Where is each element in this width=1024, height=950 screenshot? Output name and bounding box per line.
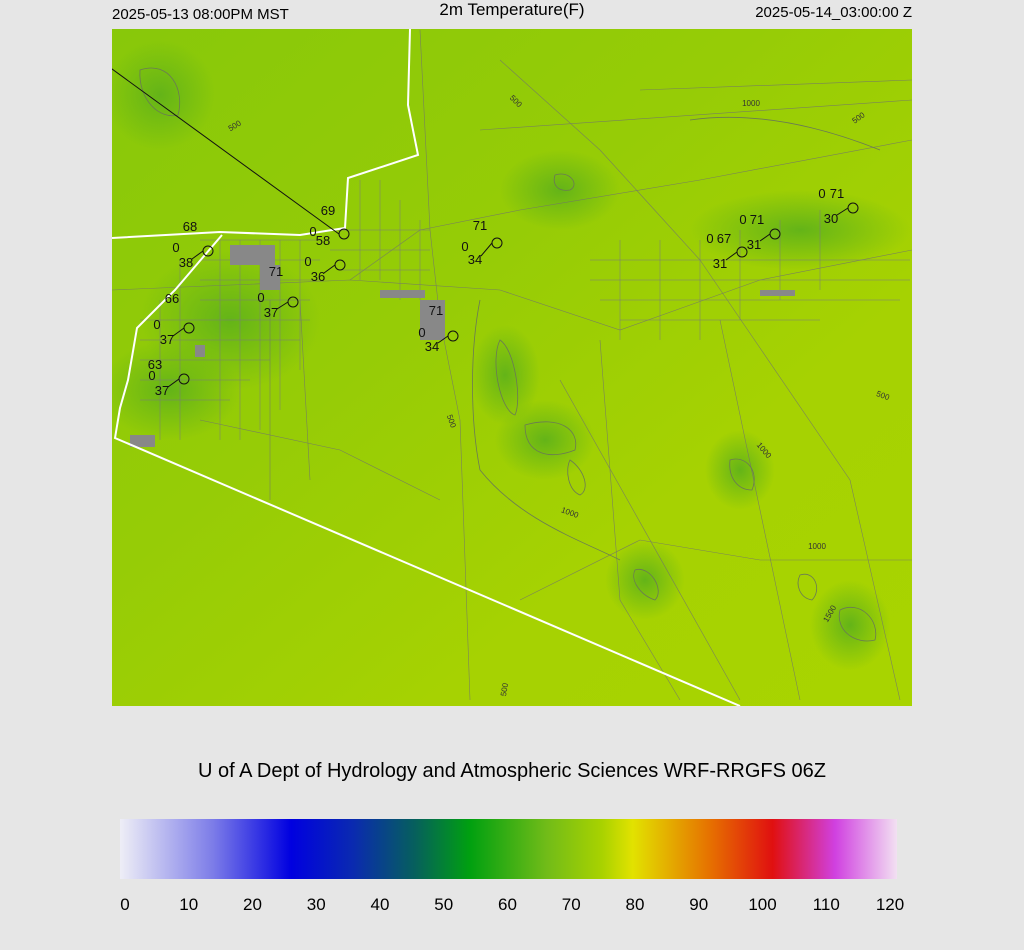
- station-staff: [112, 68, 340, 235]
- station-dewpoint: 37: [264, 305, 278, 320]
- station-wind: 0: [461, 239, 468, 254]
- station-plots: 6803869058036710376603763037710347103467…: [112, 68, 859, 398]
- color-bar: [120, 819, 897, 879]
- station-staff: [172, 327, 185, 337]
- station-temperature: 68: [183, 219, 197, 234]
- station-temperature: 63: [148, 357, 162, 372]
- urban-areas: [130, 245, 795, 447]
- color-bar-tick-label: 100: [748, 895, 776, 914]
- station-dewpoint: 36: [311, 269, 325, 284]
- station-wind: 0: [257, 290, 264, 305]
- station-temperature: 71: [269, 264, 283, 279]
- station-wind: 0: [309, 224, 316, 239]
- color-bar-tick-label: 40: [371, 895, 390, 914]
- color-bar-tick-label: 110: [813, 895, 840, 914]
- station-wind: 0: [172, 240, 179, 255]
- station-temperature: 71: [473, 218, 487, 233]
- station: 71 031: [739, 212, 781, 252]
- credit: U of A Dept of Hydrology and Atmospheric…: [198, 760, 826, 782]
- station-temperature: 58: [316, 233, 330, 248]
- color-bar-tick-label: 20: [243, 895, 262, 914]
- station-dewpoint: 34: [425, 339, 439, 354]
- color-bar-tick-label: 70: [562, 895, 581, 914]
- station: 66 037: [153, 291, 195, 347]
- station-temperature: 71: [429, 303, 443, 318]
- station-staff: [276, 301, 289, 310]
- station-staff: [725, 251, 738, 261]
- color-bar-tick-label: 60: [498, 895, 517, 914]
- station-wind: 0: [304, 254, 311, 269]
- station: 69 0: [112, 68, 350, 240]
- color-bar-tick-label: 80: [626, 895, 645, 914]
- color-bar-tick-label: 0: [120, 895, 129, 914]
- color-bar-tick-label: 30: [307, 895, 326, 914]
- station-wind: 0: [739, 212, 746, 227]
- station-dewpoint: 31: [747, 237, 761, 252]
- station-temperature: 69: [321, 203, 335, 218]
- contour-label: 500: [875, 389, 891, 402]
- station-staff: [759, 233, 771, 242]
- station-staff: [480, 242, 493, 257]
- station: 71 034: [461, 218, 503, 267]
- map-title: 2m Temperature(F): [439, 0, 584, 19]
- station-wind: 0: [818, 186, 825, 201]
- station-staff: [191, 250, 204, 260]
- color-bar-ticks: 0 10 20 30 40 50 60 70 80 90 100 110 120: [120, 895, 904, 914]
- station-temperature: 67: [717, 231, 731, 246]
- station: 71 034: [418, 303, 459, 354]
- borders: [112, 29, 741, 706]
- header-left: 2025-05-13 08:00PM MST: [112, 6, 289, 23]
- station-temperature: 71: [830, 186, 844, 201]
- contours: [139, 67, 881, 642]
- roads: [112, 29, 912, 701]
- station: 71 0 30: [818, 186, 859, 226]
- station-dewpoint: 30: [824, 211, 838, 226]
- color-bar-tick-label: 120: [876, 895, 904, 914]
- contour-label: 500: [445, 413, 458, 429]
- color-bar-tick-label: 10: [179, 895, 198, 914]
- color-bar-tick-label: 90: [689, 895, 708, 914]
- contour-label: 1000: [808, 542, 826, 551]
- contour-label: 1000: [742, 99, 760, 108]
- station-wind: 0: [148, 368, 155, 383]
- station-temperature: 66: [165, 291, 179, 306]
- station-dewpoint: 34: [468, 252, 482, 267]
- station: 67 031: [706, 231, 748, 271]
- station-staff: [437, 335, 449, 344]
- station-dewpoint: 38: [179, 255, 193, 270]
- station-dewpoint: 37: [160, 332, 174, 347]
- station-staff: [836, 207, 849, 216]
- station: 71 037: [257, 264, 299, 320]
- color-bar-tick-label: 50: [434, 895, 453, 914]
- station-staff: [323, 264, 336, 274]
- station-staff: [167, 378, 180, 388]
- station: 68 038: [172, 219, 214, 270]
- station-wind: 0: [153, 317, 160, 332]
- station-temperature: 71: [750, 212, 764, 227]
- station: 58 036: [304, 233, 346, 284]
- station-dewpoint: 31: [713, 256, 727, 271]
- header-right: 2025-05-14_03:00:00 Z: [755, 4, 912, 21]
- contour-label: 500: [499, 682, 510, 697]
- station-wind: 0: [418, 325, 425, 340]
- station-dewpoint: 37: [155, 383, 169, 398]
- station-wind: 0: [706, 231, 713, 246]
